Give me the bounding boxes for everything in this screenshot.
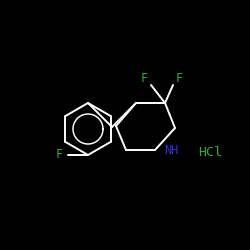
Text: F: F	[140, 72, 147, 86]
Text: F: F	[176, 72, 182, 86]
Text: F: F	[56, 148, 63, 162]
Text: NH: NH	[164, 144, 178, 158]
Text: HCl: HCl	[198, 146, 222, 158]
